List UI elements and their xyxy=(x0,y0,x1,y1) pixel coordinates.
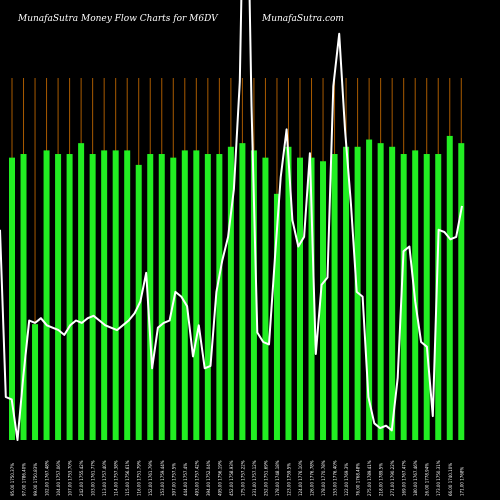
bar xyxy=(101,150,108,440)
x-tick-label: 444.00 1757.4% xyxy=(183,463,188,496)
bar xyxy=(193,150,200,440)
bar xyxy=(377,143,384,440)
bar xyxy=(216,154,223,440)
bar xyxy=(446,135,453,441)
x-tick-label: 153.00 1776.40% xyxy=(333,460,338,496)
x-tick-label: 76.00 1768.48% xyxy=(356,463,361,496)
x-tick-label: 104.00 1757.06% xyxy=(56,460,61,496)
bar xyxy=(250,150,257,440)
x-tick-label: 103.00 1761.77% xyxy=(91,460,96,496)
x-tick-label: 97.00 1786.40% xyxy=(22,463,27,496)
bar xyxy=(112,150,119,440)
bar xyxy=(400,154,407,440)
bar xyxy=(55,154,62,440)
x-tick-label: 452.00 1758.93% xyxy=(229,460,234,496)
x-tick-label: 152.00 1761.79% xyxy=(148,460,153,496)
x-tick-label: 26.00 1778.94% xyxy=(425,463,430,496)
x-tick-label: 66.00 1740.10% xyxy=(448,463,453,496)
x-tick-label: 178.00 1770.78% xyxy=(321,460,326,496)
site-name: MunafaSutra.com xyxy=(262,14,344,24)
bar xyxy=(20,154,27,440)
x-tick-label: 271.00 1790.22% xyxy=(390,460,395,496)
x-tick-label: 153.00 1759.44% xyxy=(160,460,165,496)
bar xyxy=(297,157,303,440)
x-tick-label: 113.00 1757.40% xyxy=(102,460,107,496)
bar xyxy=(343,146,350,440)
bar xyxy=(78,143,85,440)
x-tick-label: 99.00 1750.83% xyxy=(33,463,38,496)
x-tick-label: 124.00 1776.10% xyxy=(298,460,303,496)
money-flow-line xyxy=(0,0,463,441)
bar xyxy=(366,139,373,441)
x-tick-label: 252.00 1751.69% xyxy=(263,460,268,496)
x-tick-label: 493.00 1757.42% xyxy=(194,460,199,496)
bar xyxy=(32,324,39,440)
x-tick-label: 173.00 1750.31% xyxy=(436,460,441,496)
x-tick-label: 175.00 1757.22% xyxy=(240,460,245,496)
bar xyxy=(9,157,15,440)
x-tick-label: 397.00 1757.5% xyxy=(171,463,176,496)
x-tick-label: 394.00 1752.04% xyxy=(206,460,211,496)
x-tick-label: 107.00 1753.70% xyxy=(68,460,73,496)
x-tick-label: 116.00 1751.79% xyxy=(137,460,142,496)
bar xyxy=(435,154,442,440)
chart-title: MunafaSutra Money Flow Charts for M6DV xyxy=(18,14,218,24)
x-tick-label: 115.00 1756.61% xyxy=(125,460,130,496)
bar xyxy=(124,150,131,440)
x-tick-label: 169.00 1767.47% xyxy=(402,460,407,496)
bar xyxy=(285,146,292,440)
bar xyxy=(308,157,315,440)
bar xyxy=(204,154,211,440)
bar xyxy=(331,154,338,440)
bar xyxy=(273,193,280,440)
bar xyxy=(135,164,142,440)
x-tick-label: 122.00 1769.3% xyxy=(344,463,349,496)
bar xyxy=(89,154,96,440)
x-tick-label: 231.00 1757.12% xyxy=(252,460,257,496)
bar xyxy=(262,157,269,440)
bar xyxy=(227,146,234,440)
x-tick-label: 126.00 1776.78% xyxy=(310,460,315,496)
x-tick-label: 171.00 1768% xyxy=(459,467,464,496)
x-tick-label: 275.00 1789.41% xyxy=(367,460,372,496)
bar xyxy=(423,154,430,440)
x-tick-label: 102.00 1767.48% xyxy=(45,460,50,496)
bar xyxy=(147,154,154,440)
x-tick-label: 218.00 1789.5% xyxy=(379,463,384,496)
x-tick-label: 180.00 1767.46% xyxy=(413,460,418,496)
bar xyxy=(458,143,465,440)
x-tick-label: 123.00 1759.5% xyxy=(286,463,291,496)
bar xyxy=(181,150,188,440)
bar xyxy=(389,146,396,440)
x-tick-label: 495.00 1756.19% xyxy=(217,460,222,496)
x-tick-label: 242.00 1755.42% xyxy=(79,460,84,496)
bar xyxy=(43,150,50,440)
bar xyxy=(239,143,246,440)
x-tick-label: 95.00 1750.37% xyxy=(10,463,15,496)
bar xyxy=(158,154,165,440)
x-tick-label: 114.00 1757.38% xyxy=(114,460,119,496)
bar xyxy=(66,154,73,440)
bar xyxy=(320,161,327,440)
x-tick-label: 178.00 1748.18% xyxy=(275,460,280,496)
